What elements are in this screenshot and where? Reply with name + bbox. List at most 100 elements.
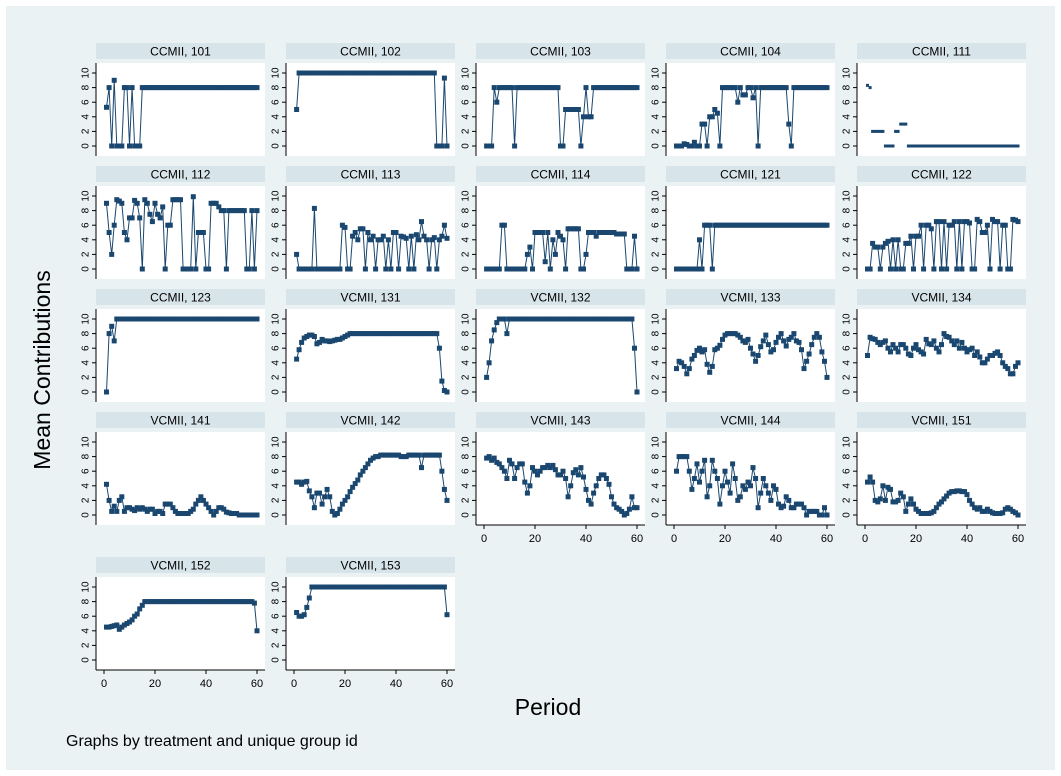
data-point (403, 454, 409, 460)
data-point (208, 200, 214, 206)
x-tick-label: 60 (251, 678, 263, 690)
y-tick-label: 0 (842, 512, 853, 518)
panel: CCMII, 114 0 2 4 6 8 10 (461, 166, 645, 279)
data-point (918, 222, 924, 228)
y-tick-label: 4 (81, 483, 92, 489)
plot-area (286, 432, 455, 525)
data-point (203, 501, 209, 507)
data-point (732, 222, 738, 228)
data-point (188, 599, 194, 605)
data-point (350, 484, 356, 490)
data-point (239, 85, 245, 91)
data-point (975, 144, 979, 148)
panel-strip (857, 289, 1026, 305)
data-point (426, 266, 432, 272)
panel-strip (476, 166, 645, 182)
panel-title: VCMII, 153 (340, 559, 400, 573)
y-tick-label: 10 (842, 190, 853, 202)
data-point (883, 144, 887, 148)
data-point (421, 584, 427, 590)
data-point (208, 508, 214, 514)
data-point (914, 144, 918, 148)
data-point (979, 230, 985, 235)
y-tick-label: 6 (271, 613, 282, 619)
data-point (537, 468, 543, 474)
data-point (611, 85, 617, 91)
data-point (894, 129, 898, 133)
data-point (429, 237, 435, 243)
y-tick-label: 6 (271, 222, 282, 228)
data-point (689, 356, 695, 362)
data-point (183, 316, 189, 322)
data-point (239, 512, 245, 518)
data-point (368, 331, 373, 337)
panel-title: CCMII, 113 (341, 168, 401, 182)
data-point (162, 85, 168, 91)
data-point (162, 316, 168, 322)
data-point (144, 316, 150, 322)
data-point (629, 266, 635, 272)
y-tick-label: 2 (81, 497, 92, 503)
data-point (114, 508, 120, 514)
data-point (748, 345, 753, 351)
data-point (234, 316, 240, 322)
data-point (419, 219, 424, 225)
data-point (681, 266, 687, 272)
data-point (773, 339, 779, 345)
data-point (167, 222, 173, 228)
data-point (601, 472, 607, 478)
data-point (441, 222, 447, 228)
data-point (390, 452, 396, 458)
data-point (324, 584, 330, 590)
data-point (781, 222, 787, 228)
data-point (890, 499, 896, 505)
data-point (877, 266, 883, 272)
data-point (403, 584, 409, 590)
data-point (876, 129, 880, 133)
data-point (699, 121, 705, 127)
data-point (877, 496, 883, 502)
data-point (714, 476, 720, 481)
data-point (753, 358, 759, 364)
data-point (342, 497, 348, 503)
data-point (898, 342, 904, 348)
y-tick-label: 0 (81, 657, 92, 663)
data-point (167, 316, 173, 322)
data-point (786, 121, 792, 127)
data-point (962, 345, 967, 351)
data-point (1007, 266, 1013, 272)
data-point (880, 244, 886, 250)
data-point (1011, 144, 1015, 148)
data-point (294, 610, 300, 615)
data-point (552, 251, 558, 257)
x-tick-label: 0 (291, 678, 297, 690)
data-point (691, 353, 697, 358)
data-point (509, 85, 515, 91)
data-point (583, 251, 589, 257)
data-point (634, 266, 640, 272)
data-point (947, 144, 951, 148)
data-point (928, 226, 934, 232)
data-point (383, 70, 389, 76)
data-point (980, 144, 984, 148)
data-point (941, 219, 947, 225)
y-tick-label: 10 (842, 67, 853, 79)
data-point (365, 331, 371, 337)
data-point (429, 584, 435, 590)
data-point (684, 371, 690, 377)
data-point (434, 331, 440, 337)
data-point (578, 316, 584, 322)
data-point (934, 144, 938, 148)
panel-strip (96, 289, 265, 305)
data-point (324, 486, 330, 492)
data-point (239, 208, 245, 214)
data-point (175, 197, 181, 203)
data-point (139, 266, 145, 272)
panel-title: VCMII, 133 (720, 291, 780, 305)
data-point (806, 85, 812, 91)
data-point (819, 85, 825, 91)
data-point (357, 70, 363, 76)
data-point (755, 143, 761, 149)
data-point (972, 505, 978, 511)
data-point (903, 345, 909, 351)
